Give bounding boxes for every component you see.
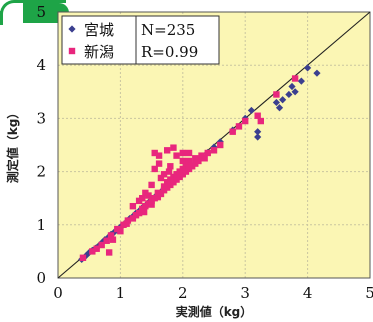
grid-lines xyxy=(58,12,370,278)
data-point xyxy=(93,245,100,252)
data-point xyxy=(235,123,243,130)
y-tick-label: 1 xyxy=(36,216,46,234)
data-point xyxy=(135,209,143,217)
data-point xyxy=(313,69,321,77)
data-point xyxy=(124,217,132,224)
data-point xyxy=(103,237,110,244)
data-point xyxy=(291,75,299,82)
y-axis-title: 測定値（kg） xyxy=(5,107,20,184)
data-point xyxy=(89,248,96,255)
data-points xyxy=(78,64,321,263)
x-tick-label: 5 xyxy=(365,284,373,302)
data-point xyxy=(185,149,193,157)
x-tick-label: 4 xyxy=(303,284,313,302)
data-point xyxy=(165,168,173,175)
data-point xyxy=(140,208,148,216)
x-tick-label: 2 xyxy=(178,284,188,302)
data-point xyxy=(297,77,305,85)
data-point xyxy=(148,181,155,189)
legend-marker xyxy=(68,47,76,55)
data-point xyxy=(247,106,256,115)
data-point xyxy=(117,227,124,235)
data-point xyxy=(254,112,261,119)
data-point xyxy=(285,90,293,99)
data-point xyxy=(98,241,105,249)
data-point xyxy=(107,232,115,239)
data-point xyxy=(254,133,262,141)
y-tick-label: 3 xyxy=(36,109,46,127)
data-point xyxy=(273,91,280,98)
legend-label: 宮城 xyxy=(84,21,114,39)
data-point xyxy=(291,88,299,96)
data-point xyxy=(279,96,287,104)
data-point xyxy=(185,157,193,165)
data-point xyxy=(288,82,296,91)
y-tick-label: 5 xyxy=(36,3,46,21)
legend-marker xyxy=(68,25,76,33)
data-point xyxy=(139,195,146,202)
data-point xyxy=(148,201,155,208)
data-point xyxy=(155,160,163,167)
y-tick-label: 0 xyxy=(36,269,46,287)
legend-box xyxy=(61,15,137,65)
stats-frame xyxy=(135,15,220,65)
data-point xyxy=(167,163,174,170)
data-point xyxy=(151,149,158,157)
data-point xyxy=(145,192,152,199)
data-point xyxy=(275,104,284,112)
data-point xyxy=(129,202,137,210)
data-point xyxy=(272,98,280,107)
data-point xyxy=(201,155,208,162)
legend-label: 新潟 xyxy=(84,43,114,61)
x-axis-ticks: 0 1 2 3 4 5 xyxy=(53,284,373,302)
x-tick-label: 3 xyxy=(240,284,250,302)
data-point xyxy=(217,141,224,149)
data-point xyxy=(79,254,87,261)
data-point xyxy=(157,174,165,182)
data-point xyxy=(160,171,168,178)
data-point xyxy=(229,128,236,135)
y-tick-label: 2 xyxy=(36,163,46,181)
y-axis-ticks: 0 1 2 3 4 5 xyxy=(36,3,46,287)
data-point xyxy=(164,147,171,154)
plot-frame xyxy=(57,11,371,279)
data-point xyxy=(204,149,211,157)
x-tick-label: 1 xyxy=(116,284,126,302)
data-point xyxy=(192,155,199,162)
x-axis-title: 実測値（kg） xyxy=(176,304,253,319)
data-point xyxy=(105,249,113,256)
data-point xyxy=(257,117,264,125)
data-point xyxy=(210,147,218,154)
data-point xyxy=(157,190,165,198)
y-tick-label: 4 xyxy=(36,56,46,74)
stat-r: R=0.99 xyxy=(141,43,198,61)
data-point xyxy=(242,117,249,125)
data-point xyxy=(254,128,262,136)
data-point xyxy=(179,149,186,157)
data-point xyxy=(151,165,158,173)
stat-n: N=235 xyxy=(141,21,195,39)
data-point xyxy=(304,64,312,72)
data-point xyxy=(170,144,177,151)
stats-box: N=235 R=0.99 xyxy=(135,15,220,65)
x-tick-label: 0 xyxy=(53,284,63,302)
data-point xyxy=(173,152,180,159)
data-point xyxy=(155,152,163,159)
data-point xyxy=(109,236,117,243)
